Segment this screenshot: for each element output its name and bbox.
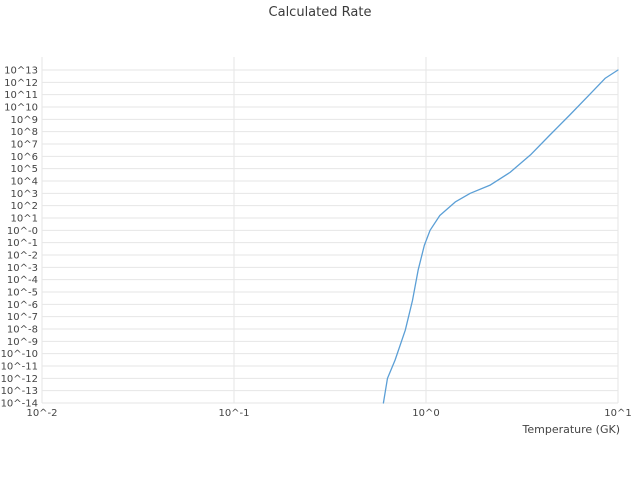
y-tick-label: 10^-1 (7, 238, 38, 249)
y-tick-label: 10^-12 (1, 374, 38, 385)
y-tick-label: 10^9 (11, 115, 38, 126)
y-tick-label: 10^-14 (1, 399, 38, 410)
y-tick-label: 10^-8 (7, 325, 38, 336)
calculated-rate-line (382, 69, 619, 404)
y-tick-label: 10^7 (11, 140, 38, 151)
y-tick-label: 10^2 (11, 201, 38, 212)
y-tick-label: 10^-4 (7, 275, 38, 286)
y-tick-label: 10^-13 (1, 386, 38, 397)
y-tick-label: 10^-11 (1, 362, 38, 373)
y-tick-label: 10^5 (11, 164, 38, 175)
y-tick-label: 10^12 (4, 78, 38, 89)
y-tick-label: 10^10 (4, 103, 38, 114)
y-tick-label: 10^-5 (7, 288, 38, 299)
y-tick-label: 10^-6 (7, 300, 38, 311)
y-tick-label: 10^-2 (7, 251, 38, 262)
x-tick-label: 10^1 (604, 408, 631, 419)
x-axis-tick-labels: 10^-2 10^-1 10^0 10^1 (26, 408, 631, 419)
x-axis-label: Temperature (GK) (522, 423, 621, 436)
chart-title: Calculated Rate (269, 5, 372, 20)
x-tick-label: 10^0 (412, 408, 439, 419)
y-tick-label: 10^11 (4, 90, 38, 101)
y-tick-label: 10^3 (11, 189, 38, 200)
y-tick-label: 10^1 (11, 214, 38, 225)
y-tick-label: 10^-9 (7, 337, 38, 348)
x-tick-label: 10^-2 (26, 408, 57, 419)
y-tick-label: 10^4 (11, 177, 38, 188)
x-tick-label: 10^-1 (218, 408, 249, 419)
y-tick-label: 10^-7 (7, 312, 38, 323)
y-tick-label: 10^-3 (7, 263, 38, 274)
series-layer (382, 69, 619, 404)
y-tick-label: 10^13 (4, 66, 38, 77)
y-tick-label: 10^-0 (7, 226, 38, 237)
y-tick-label: 10^-10 (1, 349, 38, 360)
y-tick-label: 10^8 (11, 127, 38, 138)
vertical-gridlines (41, 57, 619, 403)
y-tick-label: 10^6 (11, 152, 38, 163)
horizontal-gridlines (42, 69, 618, 404)
